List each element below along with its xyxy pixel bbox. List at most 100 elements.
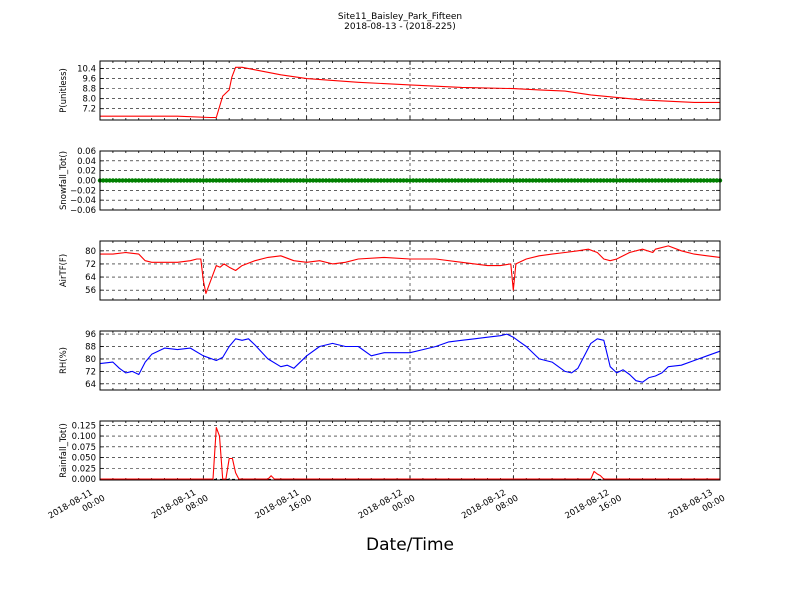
data-point bbox=[591, 178, 597, 183]
data-point bbox=[501, 178, 506, 183]
data-point bbox=[530, 178, 535, 183]
data-point bbox=[698, 178, 703, 183]
figure-subtitle: 2018-08-13 - (2018-225) bbox=[344, 22, 456, 32]
data-point bbox=[214, 178, 219, 183]
data-point bbox=[465, 178, 471, 183]
data-point bbox=[252, 178, 258, 183]
data-point bbox=[459, 178, 464, 183]
data-point bbox=[695, 178, 700, 183]
data-point bbox=[449, 178, 455, 183]
data-point bbox=[181, 178, 187, 183]
data-point bbox=[649, 178, 655, 183]
data-point bbox=[381, 178, 387, 183]
data-point bbox=[566, 178, 571, 183]
y-axis-label: RH(%) bbox=[59, 347, 69, 374]
panels-group: 7.28.08.89.610.4 P(unitless) −0.06−0.04−0.… bbox=[47, 60, 727, 531]
data-point bbox=[207, 178, 212, 183]
data-point bbox=[256, 178, 261, 183]
data-point bbox=[330, 178, 335, 183]
data-point bbox=[614, 178, 619, 183]
y-tick-label: 64 bbox=[85, 380, 96, 390]
y-tick-label: 7.2 bbox=[82, 105, 96, 115]
data-point bbox=[136, 178, 141, 183]
series-snowfall bbox=[97, 178, 723, 183]
y-tick-label: 0.100 bbox=[72, 432, 96, 442]
data-point bbox=[327, 178, 332, 183]
data-point bbox=[669, 178, 674, 183]
data-point bbox=[575, 178, 581, 183]
series-line bbox=[100, 426, 720, 480]
x-tick-label: 2018-08-1100:00 bbox=[47, 484, 107, 531]
data-point bbox=[288, 178, 293, 183]
data-point bbox=[582, 178, 587, 183]
data-point bbox=[524, 178, 529, 183]
data-point bbox=[433, 178, 439, 183]
data-point bbox=[624, 178, 629, 183]
data-point bbox=[352, 178, 358, 183]
data-point bbox=[320, 178, 326, 183]
y-axis-label: AirTF(F) bbox=[59, 254, 69, 287]
data-point bbox=[488, 178, 493, 183]
figure-title: Site11_Baisley_Park_Fifteen bbox=[338, 12, 462, 22]
y-tick-label: 0.125 bbox=[72, 421, 96, 431]
data-point bbox=[378, 178, 384, 183]
plot-frame bbox=[99, 60, 721, 121]
data-point bbox=[656, 178, 661, 183]
data-point bbox=[679, 178, 684, 183]
data-point bbox=[191, 178, 196, 183]
x-tick-label: 2018-08-1300:00 bbox=[667, 484, 727, 531]
data-point bbox=[294, 178, 300, 183]
data-point bbox=[159, 178, 164, 183]
data-point bbox=[423, 178, 429, 183]
data-point bbox=[268, 178, 274, 183]
data-point bbox=[420, 178, 426, 183]
data-point bbox=[210, 178, 216, 183]
y-tick-label: 80 bbox=[85, 247, 96, 257]
data-point bbox=[711, 178, 716, 183]
data-point bbox=[585, 178, 590, 183]
data-point bbox=[714, 178, 719, 183]
data-point bbox=[640, 178, 645, 183]
data-point bbox=[543, 178, 548, 183]
data-point bbox=[220, 178, 225, 183]
data-point bbox=[143, 178, 148, 183]
data-point bbox=[152, 178, 158, 183]
data-point bbox=[682, 178, 687, 183]
data-point bbox=[388, 178, 393, 183]
data-point bbox=[130, 178, 135, 183]
data-point bbox=[178, 178, 183, 183]
data-point bbox=[285, 178, 290, 183]
y-axis-label: Snowfall_Tot() bbox=[59, 151, 69, 210]
data-point bbox=[194, 178, 200, 183]
data-point bbox=[184, 178, 190, 183]
data-point bbox=[398, 178, 403, 183]
y-tick-label: 0.025 bbox=[72, 464, 96, 474]
y-tick-label: 8.0 bbox=[82, 95, 96, 105]
data-point bbox=[401, 178, 406, 183]
plot-frame bbox=[99, 330, 721, 391]
data-point bbox=[369, 178, 374, 183]
data-point bbox=[517, 178, 522, 183]
y-axis-label: P(unitless) bbox=[59, 68, 69, 113]
data-point bbox=[217, 178, 222, 183]
data-point bbox=[301, 178, 306, 183]
y-tick-label: 80 bbox=[85, 355, 96, 365]
data-point bbox=[475, 178, 481, 183]
data-point bbox=[482, 178, 487, 183]
data-point bbox=[617, 178, 623, 183]
data-point bbox=[536, 178, 542, 183]
data-point bbox=[469, 178, 474, 183]
data-point bbox=[620, 178, 626, 183]
data-point bbox=[298, 178, 303, 183]
data-point bbox=[672, 178, 677, 183]
data-point bbox=[559, 178, 564, 183]
data-point bbox=[440, 178, 445, 183]
data-point bbox=[553, 178, 558, 183]
data-point bbox=[556, 178, 561, 183]
plot-frame bbox=[99, 240, 721, 301]
data-point bbox=[511, 178, 516, 183]
data-point bbox=[146, 178, 151, 183]
data-point bbox=[588, 178, 594, 183]
data-point bbox=[540, 178, 545, 183]
